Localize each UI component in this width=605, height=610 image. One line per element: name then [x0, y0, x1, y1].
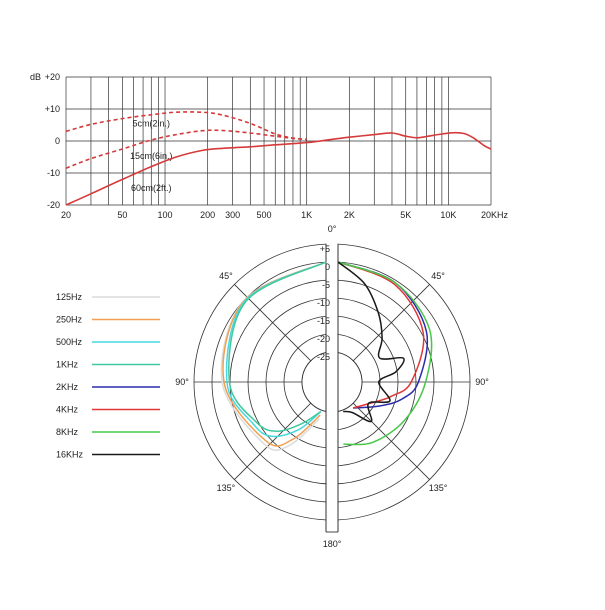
response-curve-60cm: [65, 131, 492, 206]
legend-label: 8KHz: [56, 427, 79, 437]
ring-label: -10: [317, 298, 330, 308]
legend-label: 2KHz: [56, 382, 79, 392]
y-tick-label: +10: [45, 104, 60, 114]
angle-label: 135°: [217, 483, 236, 493]
y-tick-label: -20: [47, 200, 60, 210]
x-tick-label: 20KHz: [481, 210, 509, 220]
ring-label: 0: [325, 262, 330, 272]
legend-label: 16KHz: [56, 450, 84, 460]
angle-label: 0°: [328, 224, 337, 234]
response-curve-5cm: [65, 111, 307, 141]
curve-label: 60cm(2ft.): [131, 183, 172, 193]
angle-label: 45°: [219, 271, 233, 281]
angle-label: 180°: [323, 539, 342, 549]
ring-label: -5: [322, 280, 330, 290]
x-tick-label: 50: [117, 210, 127, 220]
x-tick-label: 100: [158, 210, 173, 220]
polar-spoke: [352, 402, 430, 480]
x-tick-label: 500: [257, 210, 272, 220]
y-tick-label: +20: [45, 72, 60, 82]
angle-label: 90°: [175, 377, 189, 387]
polar-spoke: [234, 402, 312, 480]
frequency-y-axis: dB +20 +10 0 -10 -20: [30, 72, 60, 210]
polar-center-gap: [326, 242, 338, 532]
x-tick-label: 2K: [344, 210, 355, 220]
polar-curve-1KHz: [228, 261, 327, 432]
polar-curve-8KHz: [337, 261, 433, 446]
x-tick-label: 200: [200, 210, 215, 220]
frequency-curves: 5cm(2in.) 15cm(6in.) 60cm(2ft.): [65, 111, 492, 206]
x-tick-label: 300: [225, 210, 240, 220]
angle-label: 45°: [431, 271, 445, 281]
x-tick-label: 1K: [301, 210, 312, 220]
frequency-grid: [65, 76, 492, 206]
legend-label: 250Hz: [56, 315, 83, 325]
polar-spoke: [234, 284, 312, 362]
curve-label: 5cm(2in.): [133, 118, 171, 128]
curve-label: 15cm(6in.): [130, 151, 173, 161]
x-tick-label: 20: [61, 210, 71, 220]
legend-label: 500Hz: [56, 337, 83, 347]
angle-label: 135°: [429, 483, 448, 493]
polar-curve-16KHz: [337, 261, 405, 423]
y-tick-label: 0: [55, 136, 60, 146]
ring-label: -15: [317, 316, 330, 326]
frequency-x-axis: 20 50 100 200 300 500 1K 2K 5K 10K 20KHz: [61, 210, 509, 220]
ring-label: -25: [317, 352, 330, 362]
legend-label: 4KHz: [56, 405, 79, 415]
ring-label: +5: [320, 244, 330, 254]
polar-curve-500Hz: [225, 261, 327, 438]
x-tick-label: 5K: [400, 210, 411, 220]
polar-spoke: [352, 284, 430, 362]
polar-curves: [220, 261, 433, 451]
angle-label: 90°: [475, 377, 489, 387]
x-tick-label: 10K: [440, 210, 456, 220]
y-axis-unit-label: dB: [30, 72, 41, 82]
polar-legend: 125Hz 250Hz 500Hz 1KHz 2KHz 4KHz 8KHz 16KHz: [56, 292, 160, 460]
response-curve-15cm: [65, 129, 307, 169]
legend-label: 125Hz: [56, 292, 83, 302]
polar-labels: +5 0 -5 -10 -15 -20 -25 0° 45° 45° 90° 90° 135° 135° 1…: [175, 224, 489, 549]
legend-label: 1KHz: [56, 360, 79, 370]
ring-label: -20: [317, 334, 330, 344]
y-tick-label: -10: [47, 168, 60, 178]
